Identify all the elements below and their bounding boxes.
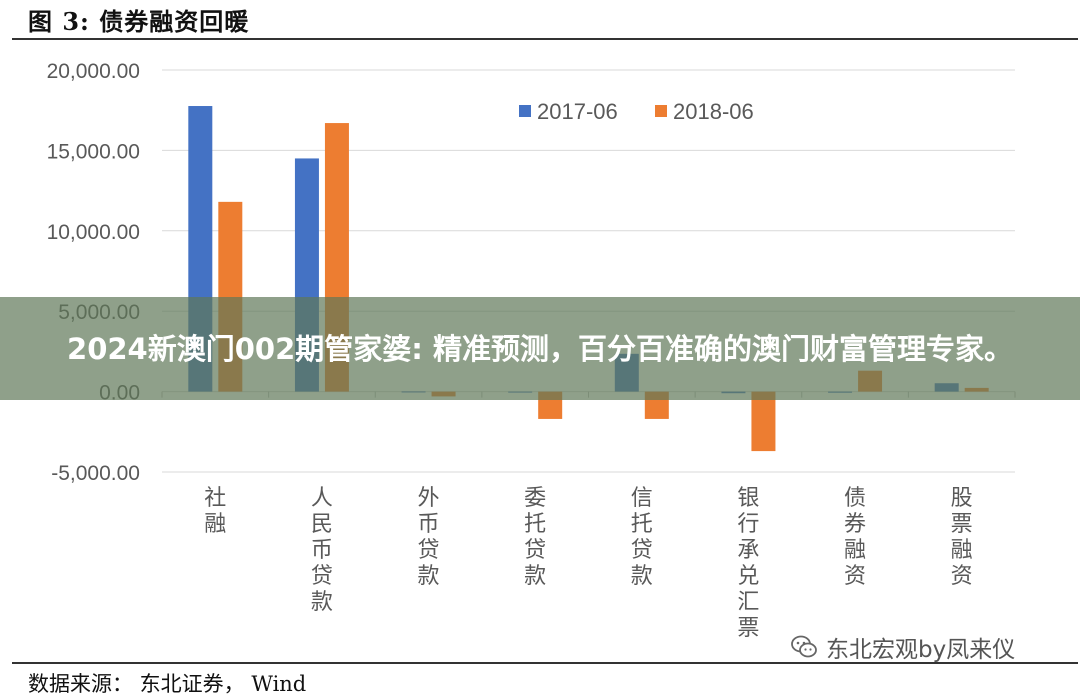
x-category-label: 债券融资 <box>844 486 866 589</box>
legend-label-1: 2018-06 <box>673 99 754 124</box>
x-category-label: 外币贷款 <box>418 486 440 589</box>
y-tick-label: -5,000.00 <box>51 462 140 485</box>
figure-source: 数据来源： 东北证券， Wind <box>28 672 307 696</box>
y-tick-label: 10,000.00 <box>47 221 140 244</box>
x-category-label: 银行承兑汇票 <box>737 486 759 641</box>
x-category-label: 委托贷款 <box>524 486 546 589</box>
x-category-label: 人民币贷款 <box>311 486 333 615</box>
watermark: 东北宏观by凤来仪 <box>790 630 1015 664</box>
legend-swatch-0 <box>519 105 531 117</box>
legend-label-0: 2017-06 <box>537 99 618 124</box>
bar-2018-5 <box>751 391 776 452</box>
top-rule <box>12 38 1078 40</box>
wechat-icon <box>791 635 817 658</box>
figure-title: 图 3: 债券融资回暖 <box>28 7 250 36</box>
y-tick-label: 15,000.00 <box>47 140 140 163</box>
x-category-label: 社融 <box>204 486 226 537</box>
bottom-rule <box>12 662 1078 664</box>
y-tick-label: 20,000.00 <box>47 60 140 83</box>
x-category-label: 信托贷款 <box>631 486 653 589</box>
overlay-banner: 2024新澳门002期管家婆: 精准预测，百分百准确的澳门财富管理专家。 <box>0 297 1080 400</box>
overlay-text: 2024新澳门002期管家婆: 精准预测，百分百准确的澳门财富管理专家。 <box>67 331 1013 366</box>
watermark-text: 东北宏观by凤来仪 <box>826 637 1016 663</box>
legend-swatch-1 <box>655 105 667 117</box>
x-category-label: 股票融资 <box>951 486 973 589</box>
